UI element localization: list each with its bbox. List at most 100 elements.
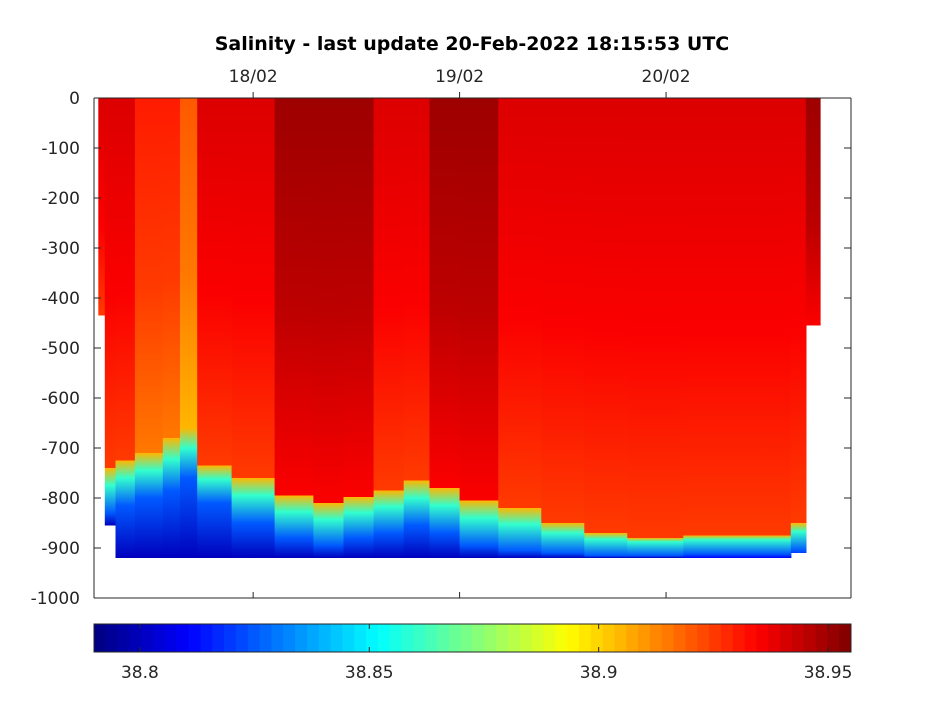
- colorbar-swatch: [839, 624, 852, 652]
- colorbar-swatch: [342, 624, 355, 652]
- profile-column: [627, 98, 684, 558]
- colorbar-tick-label: 38.85: [345, 663, 394, 683]
- profile-column: [584, 98, 628, 558]
- colorbar-swatch: [141, 624, 154, 652]
- y-tick-label: -1000: [31, 589, 80, 609]
- colorbar-swatch: [437, 624, 450, 652]
- colorbar-swatch: [105, 624, 119, 652]
- profile-column: [134, 98, 164, 558]
- profile-column: [104, 98, 117, 526]
- colorbar-swatch: [803, 624, 816, 652]
- colorbar-swatch: [507, 624, 521, 652]
- colorbar-swatch: [614, 624, 627, 652]
- colorbar-swatch: [153, 624, 166, 652]
- x-tick-label: 20/02: [642, 67, 691, 87]
- profile-column: [403, 98, 431, 558]
- colorbar-tick-label: 38.9: [580, 663, 618, 683]
- colorbar-swatch: [117, 624, 130, 652]
- colorbar-swatch: [247, 624, 260, 652]
- profile-column: [373, 98, 405, 558]
- profile-column: [115, 98, 136, 558]
- x-tick-label: 18/02: [229, 67, 278, 87]
- profile-column: [162, 98, 181, 558]
- profile-column: [197, 98, 233, 558]
- colorbar-swatch: [815, 624, 828, 652]
- colorbar-swatch: [673, 624, 686, 652]
- colorbar-swatch: [295, 624, 308, 652]
- colorbar-swatch: [472, 624, 485, 652]
- colorbar-swatch: [330, 624, 343, 652]
- colorbar-swatch: [543, 624, 556, 652]
- colorbar-swatch: [555, 624, 568, 652]
- profile-column: [683, 98, 749, 558]
- colorbar-swatch: [460, 624, 473, 652]
- y-tick-label: -100: [41, 139, 80, 159]
- profile-column: [805, 98, 821, 326]
- profile-column: [790, 98, 807, 553]
- colorbar-swatch: [697, 624, 710, 652]
- colorbar-swatch: [271, 624, 284, 652]
- colorbar-swatch: [531, 624, 544, 652]
- colorbar-tick-label: 38.95: [804, 663, 853, 683]
- y-tick-label: -800: [41, 489, 80, 509]
- axes: 0 -100 -200 -300 -400 -500 -600 -700 -800 -900 -10…: [31, 67, 852, 609]
- colorbar-swatch: [791, 624, 805, 652]
- colorbar-swatch: [224, 624, 237, 652]
- colorbar-swatch: [756, 624, 769, 652]
- y-tick-label: -600: [41, 389, 80, 409]
- colorbar-swatch: [306, 624, 320, 652]
- colorbar-swatch: [212, 624, 225, 652]
- colorbar-swatch: [638, 624, 651, 652]
- colorbar-swatch: [164, 624, 178, 652]
- y-tick-label: -300: [41, 239, 80, 259]
- colorbar-swatch: [366, 624, 379, 652]
- colorbar-swatch: [259, 624, 272, 652]
- x-tick-label: 19/02: [435, 67, 484, 87]
- colorbar-swatch: [626, 624, 639, 652]
- colorbar-swatch: [401, 624, 414, 652]
- colorbar-swatch: [780, 624, 793, 652]
- profile-column: [313, 98, 345, 558]
- profile-column: [747, 98, 792, 558]
- colorbar-swatch: [200, 624, 213, 652]
- colorbar-swatch: [413, 624, 426, 652]
- colorbar-swatch: [590, 624, 604, 652]
- colorbar-swatch: [578, 624, 592, 652]
- colorbar-swatch: [354, 624, 367, 652]
- colorbar-swatch: [283, 624, 296, 652]
- colorbar-swatch: [176, 624, 190, 652]
- colorbar-swatch: [567, 624, 580, 652]
- colorbar-swatch: [649, 624, 663, 652]
- colorbar-swatch: [188, 624, 201, 652]
- y-tick-label: -900: [41, 539, 80, 559]
- y-tick-label: -200: [41, 189, 80, 209]
- profile-column: [429, 98, 461, 558]
- colorbar-swatch: [661, 624, 674, 652]
- colorbar-swatch: [768, 624, 781, 652]
- profile-column: [231, 98, 276, 558]
- profile-column: [459, 98, 499, 558]
- colorbar-swatch: [685, 624, 698, 652]
- profile-column: [98, 98, 106, 316]
- colorbar-tick-label: 38.8: [121, 663, 159, 683]
- colorbar-swatch: [496, 624, 509, 652]
- colorbar-swatch: [732, 624, 745, 652]
- colorbar-swatch: [318, 624, 331, 652]
- colorbar-swatch: [720, 624, 734, 652]
- colorbar-swatch: [744, 624, 757, 652]
- colorbar-frame: [93, 623, 852, 653]
- y-tick-label: -400: [41, 289, 80, 309]
- heatmap-plot-area: [98, 98, 821, 558]
- profile-column: [541, 98, 585, 558]
- colorbar-swatch: [602, 624, 615, 652]
- y-tick-label: -700: [41, 439, 80, 459]
- colorbar-swatch: [94, 624, 107, 652]
- profile-column: [498, 98, 542, 558]
- y-tick-label: -500: [41, 339, 80, 359]
- colorbar-swatch: [425, 624, 438, 652]
- colorbar: 38.8 38.85 38.9 38.95: [93, 623, 853, 683]
- profile-column: [343, 98, 375, 558]
- profile-column: [274, 98, 314, 558]
- colorbar-swatch: [377, 624, 391, 652]
